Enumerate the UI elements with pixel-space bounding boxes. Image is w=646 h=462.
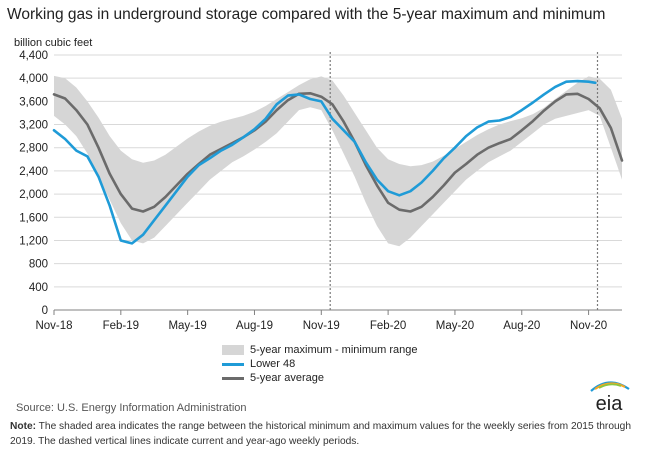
y-tick-label: 4,400: [19, 50, 48, 62]
y-tick-label: 2,800: [19, 143, 48, 155]
legend-item-avg: 5-year average: [222, 371, 417, 385]
y-tick-label: 3,200: [19, 120, 48, 132]
x-tick-label: Aug-19: [236, 320, 273, 332]
series-line-5yr-average: [52, 92, 624, 213]
range-band-layer: [54, 75, 622, 247]
y-tick-label: 4,000: [19, 73, 48, 85]
x-tick-label: Nov-19: [303, 320, 340, 332]
eia-logo: eia: [590, 381, 630, 415]
x-tick-label: Nov-18: [35, 320, 72, 332]
y-axis-unit-label: billion cubic feet: [14, 37, 93, 49]
note-text: Note: The shaded area indicates the rang…: [10, 419, 640, 449]
source-text: Source: U.S. Energy Information Administ…: [16, 402, 247, 414]
legend-swatch-avg: [222, 376, 244, 380]
legend-label-lower48: Lower 48: [250, 358, 296, 370]
y-tick-label: 1,200: [19, 235, 48, 247]
legend-label-avg: 5-year average: [250, 372, 324, 384]
period-markers: [329, 52, 599, 310]
x-tick-label: Feb-19: [103, 320, 139, 332]
legend-swatch-lower48: [222, 362, 244, 366]
y-tick-label: 0: [42, 305, 48, 317]
note-body: The shaded area indicates the range betw…: [10, 421, 631, 447]
x-tick-label: May-19: [168, 320, 206, 332]
chart-title: Working gas in underground storage compa…: [7, 6, 606, 23]
y-tick-label: 800: [29, 259, 48, 271]
y-tick-label: 1,600: [19, 212, 48, 224]
y-tick-label: 3,600: [19, 96, 48, 108]
x-tick-label: Feb-20: [370, 320, 406, 332]
y-tick-label: 400: [29, 282, 48, 294]
y-tick-label: 2,000: [19, 189, 48, 201]
x-tick-label: Nov-20: [570, 320, 607, 332]
legend-label-range: 5-year maximum - minimum range: [250, 344, 418, 356]
y-tick-label: 2,400: [19, 166, 48, 178]
series-line-lower48: [52, 79, 597, 245]
legend: 5-year maximum - minimum range Lower 48 …: [222, 343, 417, 385]
legend-item-lower48: Lower 48: [222, 357, 417, 371]
axes: 0 400 800 1,200 1,600 2,000 2,400 2,800 3,200 3,6…: [19, 50, 622, 332]
note-label: Note:: [10, 421, 37, 432]
legend-item-range: 5-year maximum - minimum range: [222, 343, 417, 357]
x-tick-label: Aug-20: [503, 320, 540, 332]
range-band: [54, 75, 622, 247]
chart-plot: 0 400 800 1,200 1,600 2,000 2,400 2,800 3,200 3,6…: [19, 50, 624, 332]
logo-text: eia: [596, 393, 624, 415]
series-lines: [52, 79, 624, 245]
legend-swatch-range: [222, 345, 244, 355]
x-tick-label: May-20: [436, 320, 474, 332]
